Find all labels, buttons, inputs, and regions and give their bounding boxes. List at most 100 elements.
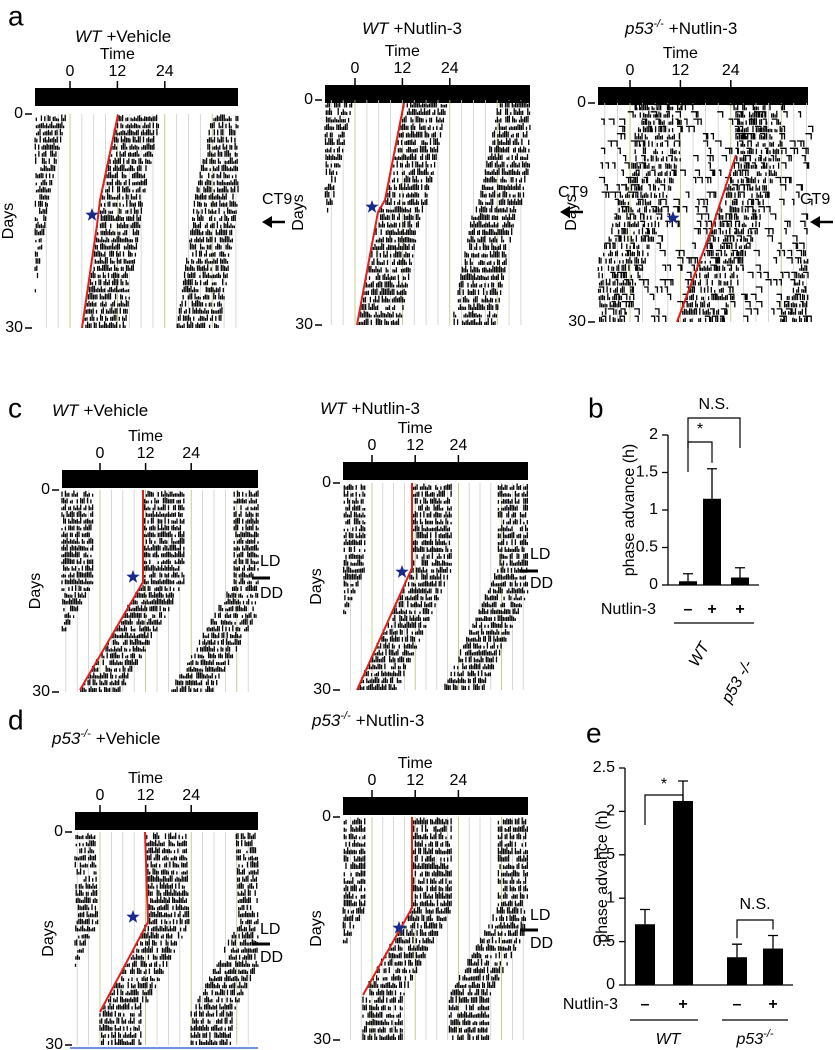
panel-letter: b <box>588 392 604 423</box>
label-main: p53 <box>51 729 81 748</box>
y-tick-label: 0 <box>649 576 658 593</box>
time-tick-label: 12 <box>406 437 424 454</box>
day-tick-label: 30 <box>568 313 586 330</box>
bar <box>763 948 783 985</box>
bar <box>731 577 749 585</box>
title-treatment: +Nutlin-3 <box>351 399 420 418</box>
days-label: Days <box>308 910 325 946</box>
label-main: WT <box>75 27 103 46</box>
y-tick-label: 0.5 <box>636 539 658 556</box>
time-tick-label: 24 <box>450 772 468 789</box>
bar <box>727 957 747 985</box>
actogram-title: WT +Nutlin-3 <box>320 399 420 418</box>
time-tick-label: 12 <box>406 772 424 789</box>
error-bar <box>683 573 693 582</box>
panel-letter: a <box>8 0 24 31</box>
label-superscript: -/- <box>653 18 664 30</box>
treatment-sign: + <box>768 996 777 1013</box>
phase-line <box>356 102 405 326</box>
treatment-label: Nutlin-3 <box>563 996 618 1013</box>
actogram-title: WT +Vehicle <box>52 401 148 420</box>
actogram-title: p53-/- +Nutlin-3 <box>311 710 424 731</box>
actogram-annotation: DD <box>260 585 283 602</box>
time-tick-label: 12 <box>394 60 412 77</box>
time-tick-label: 12 <box>137 445 155 462</box>
days-label: Days <box>308 568 325 604</box>
days-label: Days <box>563 194 580 230</box>
panel-letter: e <box>586 717 602 748</box>
label-main: WT <box>52 401 80 420</box>
activity-raster <box>34 114 239 328</box>
day-tick-label: 30 <box>5 319 23 336</box>
time-tick-label: 24 <box>156 63 174 80</box>
title-treatment: +Vehicle <box>96 729 161 748</box>
treatment-sign: + <box>735 601 744 618</box>
label-main: WT <box>320 399 348 418</box>
days-label: Days <box>27 573 44 609</box>
time-bar <box>598 87 808 105</box>
bar <box>703 498 721 585</box>
day-tick-label: 0 <box>41 481 50 498</box>
title-treatment: +Nutlin-3 <box>356 711 425 730</box>
y-tick-label: 1.5 <box>636 464 658 481</box>
actogram-annotation: DD <box>530 575 553 592</box>
day-tick-label: 30 <box>313 681 331 698</box>
actogram-annotation: LD <box>260 921 280 938</box>
y-axis-label: phase advance (h) <box>594 810 611 943</box>
actogram-annotation: DD <box>260 949 283 966</box>
label-superscript: -/- <box>340 710 351 722</box>
title-treatment: +Nutlin-3 <box>669 19 738 38</box>
significance-bracket <box>687 441 713 472</box>
y-tick-label: 1 <box>649 501 658 518</box>
activity-raster <box>597 103 814 322</box>
time-tick-label: 12 <box>672 62 690 79</box>
group-label: p53-/- <box>735 1028 773 1048</box>
time-tick-label: 24 <box>441 60 459 77</box>
error-bar <box>732 943 742 958</box>
significance-label: * <box>697 421 703 438</box>
actogram-annotation: LD <box>530 907 550 924</box>
days-label: Days <box>0 203 17 239</box>
time-tick-label: 24 <box>450 437 468 454</box>
panel-letter: c <box>8 392 22 423</box>
day-tick-label: 0 <box>577 94 586 111</box>
arrow-head <box>262 216 272 228</box>
time-label: Time <box>128 428 163 445</box>
actogram-annotation: CT9 <box>262 191 292 208</box>
significance-bracket <box>687 417 741 448</box>
day-tick-label: 30 <box>313 1031 331 1048</box>
time-tick-label: 24 <box>722 62 740 79</box>
actogram-annotation: LD <box>260 553 280 570</box>
y-tick-label: 0.5 <box>593 933 615 950</box>
title-treatment: +Vehicle <box>106 27 171 46</box>
days-label: Days <box>40 920 57 956</box>
time-tick-label: 24 <box>182 445 200 462</box>
label-main: p53 <box>735 1031 763 1048</box>
label-superscript: -/- <box>80 728 91 740</box>
title-treatment: +Vehicle <box>83 401 148 420</box>
arrow-head <box>560 206 570 218</box>
y-tick-label: 1.5 <box>593 846 615 863</box>
time-bar <box>325 85 530 103</box>
phase-line <box>79 490 144 691</box>
error-bar <box>735 567 745 578</box>
shift-star <box>85 208 99 221</box>
significance-bracket <box>736 919 774 939</box>
significance-label: N.S. <box>739 896 770 913</box>
significance-label: * <box>661 776 667 793</box>
time-bar <box>343 797 528 815</box>
label-main: p53 <box>624 19 654 38</box>
significance-label: N.S. <box>698 396 729 413</box>
bar <box>673 800 693 985</box>
treatment-label: Nutlin-3 <box>601 601 656 618</box>
actogram-title: WT +Nutlin-3 <box>362 19 462 38</box>
group-label: WT <box>656 1031 682 1048</box>
actogram-annotation: CT9 <box>558 184 588 201</box>
day-tick-label: 0 <box>304 91 313 108</box>
actogram-annotation: LD <box>530 546 550 563</box>
bar <box>635 924 655 985</box>
day-tick-label: 30 <box>45 1036 63 1050</box>
day-tick-label: 30 <box>32 683 50 700</box>
time-bar <box>35 88 238 106</box>
y-tick-label: 2.5 <box>593 759 615 776</box>
